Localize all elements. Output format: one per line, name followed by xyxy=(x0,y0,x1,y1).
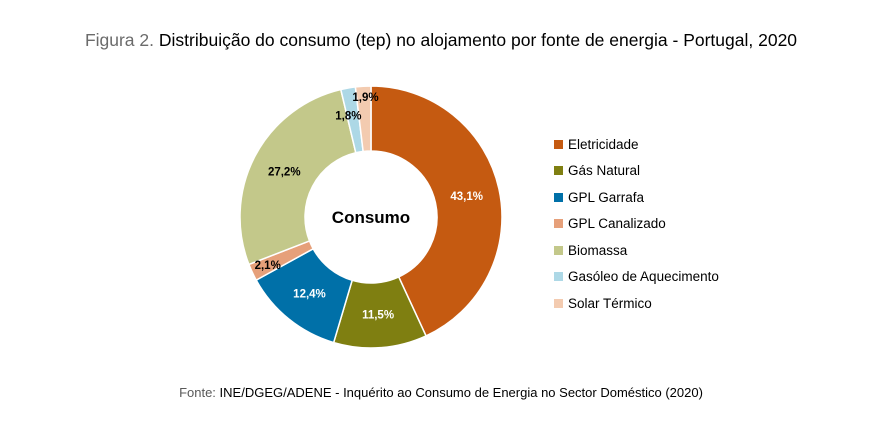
legend-swatch xyxy=(554,166,563,176)
chart-source: Fonte: INE/DGEG/ADENE - Inquérito ao Con… xyxy=(0,385,882,400)
chart-legend: Eletricidade Gás Natural GPL Garrafa GPL Ca… xyxy=(554,131,719,317)
legend-label: Biomassa xyxy=(568,242,628,258)
legend-label: GPL Garrafa xyxy=(568,189,645,205)
figure-title-text: Distribuição do consumo (tep) no alojame… xyxy=(158,30,798,50)
legend-item: Solar Térmico xyxy=(554,290,719,317)
legend-label: Eletricidade xyxy=(568,136,639,152)
data-label: 12,4% xyxy=(293,288,326,300)
data-label: 43,1% xyxy=(450,191,483,203)
slice-eletricidade xyxy=(370,85,503,337)
source-prefix: Fonte: xyxy=(179,385,216,400)
legend-label: Gasóleo de Aquecimento xyxy=(568,269,719,285)
data-label: 11,5% xyxy=(362,310,394,322)
chart-title: Figura 2. Distribuição do consumo (tep) … xyxy=(0,30,882,51)
legend-swatch xyxy=(554,245,563,255)
legend-label: GPL Canalizado xyxy=(568,216,666,232)
legend-item: Gasóleo de Aquecimento xyxy=(554,264,719,291)
legend-swatch xyxy=(554,219,563,229)
source-text: INE/DGEG/ADENE - Inquérito ao Consumo de… xyxy=(219,385,703,400)
legend-item: GPL Garrafa xyxy=(554,184,719,211)
legend-swatch xyxy=(554,272,563,282)
legend-item: Eletricidade xyxy=(554,131,719,158)
data-label: 1,8% xyxy=(335,110,361,122)
legend-swatch xyxy=(554,192,563,202)
legend-swatch xyxy=(554,298,563,308)
legend-item: GPL Canalizado xyxy=(554,211,719,238)
slice-solar-termico xyxy=(354,85,372,153)
data-label: 1,9% xyxy=(352,92,378,104)
legend-item: Biomassa xyxy=(554,237,719,264)
data-label: 2,1% xyxy=(255,260,281,272)
legend-label: Solar Térmico xyxy=(568,295,652,311)
donut-data-labels: 43,1% 11,5% 12,4% 2,1% 27,2% 1,8% 1,9% xyxy=(255,92,483,322)
figure-number: Figura 2. xyxy=(84,30,154,50)
donut-center-label: Consumo xyxy=(332,208,410,227)
slice-biomassa xyxy=(239,88,357,266)
legend-item: Gás Natural xyxy=(554,158,719,185)
legend-swatch xyxy=(554,139,563,149)
donut-slices xyxy=(239,85,503,349)
legend-label: Gás Natural xyxy=(568,163,641,179)
data-label: 27,2% xyxy=(268,166,301,178)
